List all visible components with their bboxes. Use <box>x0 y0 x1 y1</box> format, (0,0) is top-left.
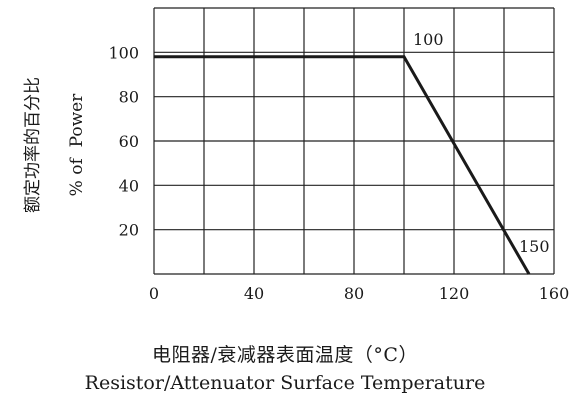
series <box>154 55 531 275</box>
annotation-label: 150 <box>519 237 550 256</box>
y-axis-label-en: % of Power <box>67 93 87 196</box>
y-tick-label: 40 <box>119 176 139 195</box>
grid <box>153 7 555 275</box>
tick-labels: 100 80 60 40 20 0 40 80 120 160 <box>108 43 569 303</box>
y-tick-label: 20 <box>119 221 139 240</box>
x-tick-label: 0 <box>149 284 159 303</box>
y-tick-label: 80 <box>119 88 139 107</box>
annotation-label: 100 <box>413 30 444 49</box>
y-tick-label: 60 <box>119 132 139 151</box>
x-axis-label-cn: 电阻器/衰减器表面温度（°C） <box>152 344 418 366</box>
power-derating-line <box>154 55 531 275</box>
x-tick-label: 120 <box>439 284 470 303</box>
x-tick-label: 80 <box>344 284 364 303</box>
x-tick-label: 40 <box>244 284 264 303</box>
x-axis-label-en: Resistor/Attenuator Surface Temperature <box>84 372 486 394</box>
y-tick-label: 100 <box>108 43 139 62</box>
annotations: 100 150 <box>413 30 550 256</box>
x-tick-label: 160 <box>539 284 570 303</box>
y-axis-label-cn: 额定功率的百分比 <box>23 77 43 213</box>
